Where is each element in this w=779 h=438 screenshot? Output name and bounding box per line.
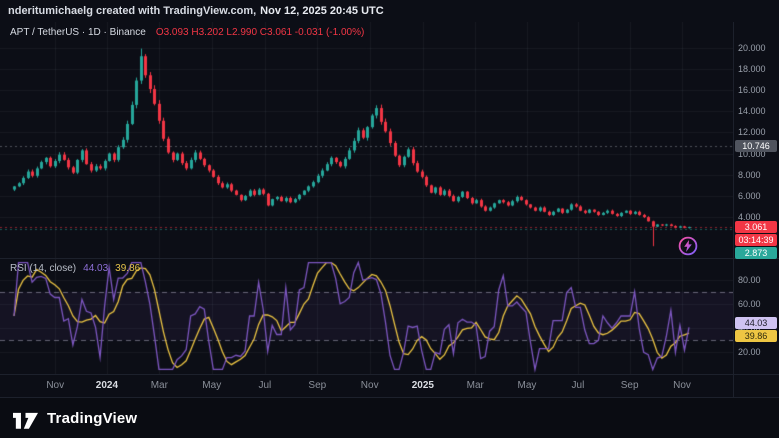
time-axis-month-label: Mar (150, 380, 168, 391)
attribution-bar: nderitumichaelg created with TradingView… (0, 0, 779, 22)
rsi-axis-tick: 60.00 (738, 298, 761, 309)
rsi-axis-tick: 20.00 (738, 347, 761, 358)
symbol-legend[interactable]: APT / TetherUS · 1D · Binance O3.093 H3.… (10, 27, 364, 38)
rsi-ma-badge: 39.86 (735, 330, 777, 343)
time-axis-month-label: Nov (46, 380, 65, 391)
rsi-value-badge: 44.03 (735, 317, 777, 330)
footer-bar: TradingView (0, 397, 779, 438)
attribution-text: nderitumichaelg created with TradingView… (8, 5, 257, 17)
price-badge-gray: 10.746 (735, 139, 777, 152)
time-axis-month-label: Jul (258, 380, 272, 391)
rsi-chart-canvas[interactable] (0, 259, 733, 374)
time-axis-month-label: Sep (620, 380, 639, 391)
price-axis-tick: 18.000 (738, 63, 766, 74)
rsi-value: 44.03 (83, 263, 109, 274)
time-axis-month-label: Mar (466, 380, 484, 391)
price-axis-tick: 14.000 (738, 106, 766, 117)
time-axis-month-label: May (517, 380, 537, 391)
bar-countdown-badge: 03:14:39 (735, 234, 777, 246)
time-axis-month-label: Sep (308, 380, 327, 391)
time-axis-month-label: Nov (360, 380, 379, 391)
tradingview-logo[interactable] (13, 408, 38, 429)
time-axis-month-label: Nov (673, 380, 691, 391)
time-axis-month-label: May (202, 380, 222, 391)
price-axis-tick: 4.000 (738, 212, 761, 223)
rsi-ma-value: 39.86 (115, 263, 141, 274)
ohlc-values: O3.093 H3.202 L2.990 C3.061 -0.031 (-1.0… (155, 27, 365, 38)
price-axis[interactable]: 10.746 3.061 03:14:39 2.873 44.03 39.86 … (733, 22, 779, 374)
price-axis-tick: 6.000 (738, 190, 761, 201)
time-axis-year-label: 2024 (95, 380, 119, 391)
price-axis-tick: 10.000 (738, 148, 766, 159)
price-axis-tick: 16.000 (738, 85, 766, 96)
price-axis-tick: 8.000 (738, 169, 761, 180)
price-chart-canvas[interactable] (0, 22, 733, 259)
rsi-axis-tick: 80.00 (738, 274, 761, 285)
pane-divider[interactable] (0, 258, 779, 259)
price-axis-tick: 20.000 (738, 42, 766, 53)
rsi-label: RSI (14, close) (10, 263, 77, 274)
symbol-title: APT / TetherUS · 1D · Binance (10, 27, 146, 38)
time-axis-year-label: 2025 (411, 380, 434, 391)
lightning-action-icon[interactable] (678, 236, 698, 256)
price-axis-tick: 12.000 (738, 127, 766, 138)
low-price-badge: 2.873 (735, 247, 777, 259)
time-axis[interactable]: Nov 2024 Mar May Jul Sep Nov 2025 Mar May Jul Sep No… (0, 374, 779, 397)
timestamp: Nov 12, 2025 20:45 UTC (260, 5, 384, 17)
brand-name[interactable]: TradingView (47, 409, 138, 427)
time-axis-month-label: Jul (571, 380, 585, 391)
rsi-legend[interactable]: RSI (14, close) 44.03 39.86 (10, 263, 140, 274)
price-axis-separator (733, 22, 734, 397)
last-price-badge: 3.061 (735, 221, 777, 233)
